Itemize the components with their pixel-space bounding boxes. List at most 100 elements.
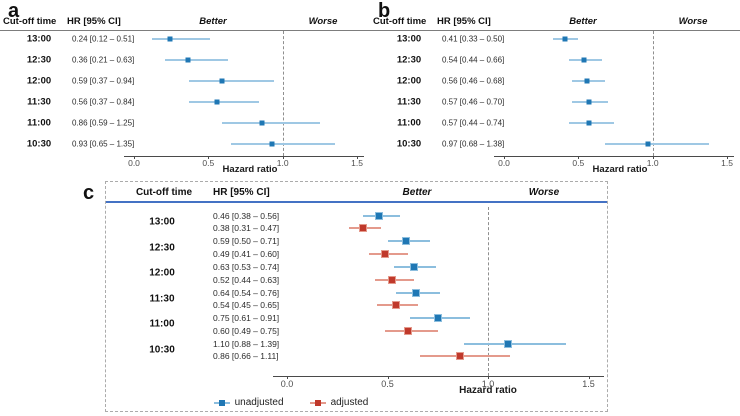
cutoff-time-label: 12:30 (396, 54, 422, 66)
cutoff-time-label: 11:00 (149, 318, 175, 330)
confidence-interval-line (385, 329, 438, 332)
hr-marker (259, 120, 265, 126)
hr-marker (388, 276, 395, 283)
reference-line (282, 31, 284, 156)
panel-a: a Cut-off time HR [95% CI] Better Worse … (0, 0, 370, 178)
cutoff-time-label: 12:00 (26, 75, 52, 87)
confidence-interval-line (221, 121, 320, 124)
hr-marker (456, 353, 463, 360)
hr-value-text: 0.52 [0.44 – 0.63] (213, 274, 280, 285)
axis-tick-label: 1.0 (481, 379, 495, 389)
axis-tick-label: 1.0 (646, 158, 659, 168)
cutoff-time-label: 12:30 (26, 54, 52, 66)
axis-tick-label: 0.5 (572, 158, 585, 168)
column-header-hr-ci: HR [95% CI] (213, 187, 270, 198)
panel-c: Cut-off time HR [95% CI] Better Worse Ha… (105, 181, 608, 412)
axis-tick (488, 376, 489, 379)
hr-value-text: 0.54 [0.44 – 0.66] (442, 55, 505, 65)
hr-value-text: 0.49 [0.41 – 0.60] (213, 248, 280, 259)
confidence-interval-line (387, 240, 430, 243)
column-header-cutoff-time: Cut-off time (3, 16, 57, 27)
x-axis-line (494, 156, 734, 157)
panel-letter-a: a (8, 0, 20, 22)
column-header-cutoff-time: Cut-off time (135, 187, 193, 198)
header-divider (370, 30, 740, 31)
confidence-interval-line (569, 121, 615, 124)
hr-marker (586, 99, 592, 105)
hr-value-text: 0.57 [0.46 – 0.70] (442, 97, 505, 107)
hr-marker (219, 78, 225, 84)
confidence-interval-line (230, 142, 335, 145)
axis-tick-label: 0.0 (280, 379, 294, 389)
hr-value-text: 0.41 [0.33 – 0.50] (442, 34, 505, 44)
hr-value-text: 0.64 [0.54 – 0.76] (213, 287, 280, 298)
cutoff-time-label: 12:30 (149, 242, 175, 254)
axis-tick (588, 376, 590, 379)
cutoff-time-label: 12:00 (149, 267, 175, 279)
hr-value-text: 0.38 [0.31 – 0.47] (213, 223, 280, 234)
axis-tick-label: 1.5 (582, 379, 595, 389)
region-label-better: Better (569, 16, 597, 27)
hr-marker (412, 289, 419, 296)
hr-value-text: 0.60 [0.49 – 0.75] (213, 325, 280, 336)
axis-tick-label: 0.0 (498, 158, 510, 168)
cutoff-time-label: 12:00 (396, 75, 422, 87)
hr-marker (404, 327, 411, 334)
axis-tick (504, 156, 505, 159)
hr-marker (214, 99, 220, 105)
hr-value-text: 0.46 [0.38 – 0.56] (213, 210, 280, 221)
x-axis-line (124, 156, 364, 157)
hr-marker (434, 315, 441, 322)
reference-line (652, 31, 654, 156)
confidence-interval-line (375, 278, 414, 281)
hr-value-text: 0.86 [0.59 – 1.25] (72, 118, 135, 128)
hr-marker (382, 250, 389, 257)
hr-marker (505, 340, 512, 347)
axis-tick (578, 156, 580, 159)
hr-marker (376, 212, 383, 219)
hr-value-text: 0.59 [0.50 – 0.71] (213, 236, 280, 247)
legend-marker-unadjusted-icon (213, 399, 230, 406)
region-label-better: Better (199, 16, 227, 27)
panel-letter-c: c (83, 182, 95, 204)
cutoff-time-label: 10:30 (149, 344, 175, 356)
panel-b: b Cut-off time HR [95% CI] Better Worse … (370, 0, 740, 178)
cutoff-time-label: 11:00 (27, 117, 51, 129)
hr-value-text: 0.63 [0.53 – 0.74] (213, 261, 280, 272)
axis-tick-label: 1.5 (351, 158, 363, 168)
cutoff-time-label: 10:30 (396, 138, 422, 149)
hr-marker (410, 263, 417, 270)
hr-marker (645, 141, 651, 146)
hr-marker (586, 120, 592, 126)
hr-marker (402, 238, 409, 245)
hr-value-text: 0.56 [0.37 – 0.84] (72, 97, 135, 107)
region-label-worse: Worse (528, 187, 560, 198)
region-label-better: Better (402, 187, 432, 198)
hr-marker (269, 141, 275, 146)
reference-line (488, 207, 489, 376)
column-header-hr-ci: HR [95% CI] (67, 16, 121, 27)
legend-label-adjusted: adjusted (330, 397, 369, 408)
region-label-worse: Worse (308, 16, 338, 27)
cutoff-time-label: 13:00 (396, 33, 422, 45)
axis-tick (357, 156, 359, 159)
cutoff-time-label: 11:30 (397, 96, 421, 108)
hr-marker (581, 57, 587, 63)
axis-tick-label: 0.5 (202, 158, 215, 168)
legend: unadjusted adjusted (191, 397, 391, 408)
axis-tick (134, 156, 135, 159)
x-axis-title: Hazard ratio (592, 164, 648, 175)
confidence-interval-line (189, 100, 259, 103)
legend-item-unadjusted: unadjusted (213, 397, 284, 408)
confidence-interval-line (151, 38, 210, 40)
axis-tick-label: 1.5 (721, 158, 733, 168)
axis-tick-label: 0.0 (128, 158, 140, 168)
hr-value-text: 0.97 [0.68 – 1.38] (442, 139, 505, 148)
hr-marker (584, 78, 590, 84)
legend-marker-adjusted-icon (309, 399, 326, 406)
confidence-interval-line (189, 79, 274, 82)
axis-tick (387, 376, 389, 379)
x-axis-line (273, 376, 604, 377)
column-header-hr-ci: HR [95% CI] (437, 16, 491, 27)
column-header-cutoff-time: Cut-off time (373, 16, 427, 27)
